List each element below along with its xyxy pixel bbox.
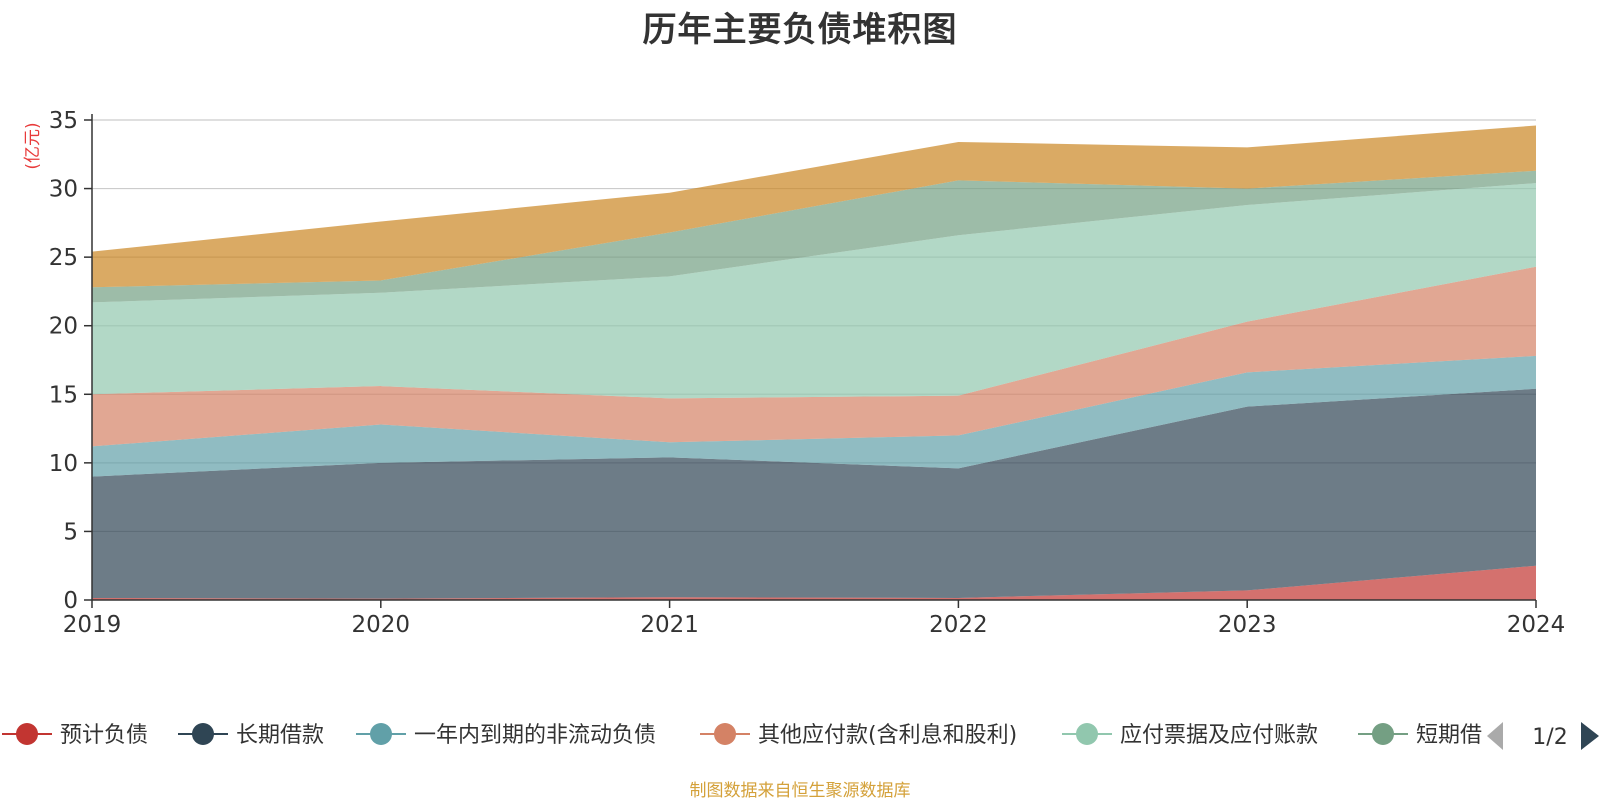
area-series <box>92 125 1536 288</box>
area-series <box>92 355 1536 477</box>
y-tick-label: 10 <box>49 451 78 477</box>
y-axis-unit-label: (亿元) <box>23 122 43 169</box>
y-tick-label: 35 <box>49 108 78 134</box>
x-tick-label: 2020 <box>352 612 411 638</box>
legend-page-indicator: 1/2 <box>1532 725 1567 750</box>
legend-label: 一年内到期的非流动负债 <box>414 723 656 748</box>
axis-layer: 0 5 10 15 20 25 30 35 2019 2020 2021 2022 2023 2024 (亿… <box>23 108 1565 638</box>
y-tick-label: 15 <box>49 382 78 408</box>
legend: 预计负债 长期借款 一年内到期的非流动负债 其他应付款(含利息和股利) 应付票据及应付账… <box>2 722 1599 750</box>
legend-marker <box>1372 723 1394 745</box>
legend-marker <box>16 723 38 745</box>
x-tick-label: 2022 <box>929 612 988 638</box>
y-tick-label: 20 <box>49 314 78 340</box>
legend-prev-arrow-icon[interactable] <box>1487 722 1503 750</box>
legend-item: 其他应付款(含利息和股利) <box>700 723 1017 748</box>
legend-marker <box>714 723 736 745</box>
area-series <box>92 388 1536 599</box>
legend-item: 应付票据及应付账款 <box>1062 723 1318 748</box>
x-tick-label: 2023 <box>1218 612 1277 638</box>
area-series <box>92 565 1536 600</box>
y-tick-label: 5 <box>63 519 78 545</box>
legend-next-arrow-icon[interactable] <box>1581 722 1599 750</box>
legend-item: 长期借款 <box>178 723 324 748</box>
legend-label: 其他应付款(含利息和股利) <box>758 723 1017 748</box>
legend-marker <box>370 723 392 745</box>
x-tick-label: 2021 <box>640 612 699 638</box>
legend-item: 一年内到期的非流动负债 <box>356 723 656 748</box>
area-series <box>92 183 1536 399</box>
y-tick-label: 25 <box>49 245 78 271</box>
legend-label: 预计负债 <box>60 723 148 748</box>
x-tick-label: 2019 <box>63 612 122 638</box>
legend-label: 短期借 <box>1416 723 1482 748</box>
y-tick-label: 30 <box>49 177 78 203</box>
legend-label: 长期借款 <box>236 723 324 748</box>
legend-marker <box>192 723 214 745</box>
area-layer <box>92 125 1536 600</box>
legend-label: 应付票据及应付账款 <box>1120 723 1318 748</box>
legend-item: 短期借 <box>1358 723 1482 748</box>
legend-items: 预计负债 长期借款 一年内到期的非流动负债 其他应付款(含利息和股利) 应付票据及应付账… <box>2 723 1482 748</box>
x-tick-label: 2024 <box>1507 612 1566 638</box>
y-tick-label: 0 <box>63 588 78 614</box>
area-series <box>92 266 1536 447</box>
chart-title: 历年主要负债堆积图 <box>642 10 958 50</box>
legend-marker <box>1076 723 1098 745</box>
area-series <box>92 170 1536 303</box>
source-note: 制图数据来自恒生聚源数据库 <box>689 781 911 801</box>
legend-item: 预计负债 <box>2 723 148 748</box>
